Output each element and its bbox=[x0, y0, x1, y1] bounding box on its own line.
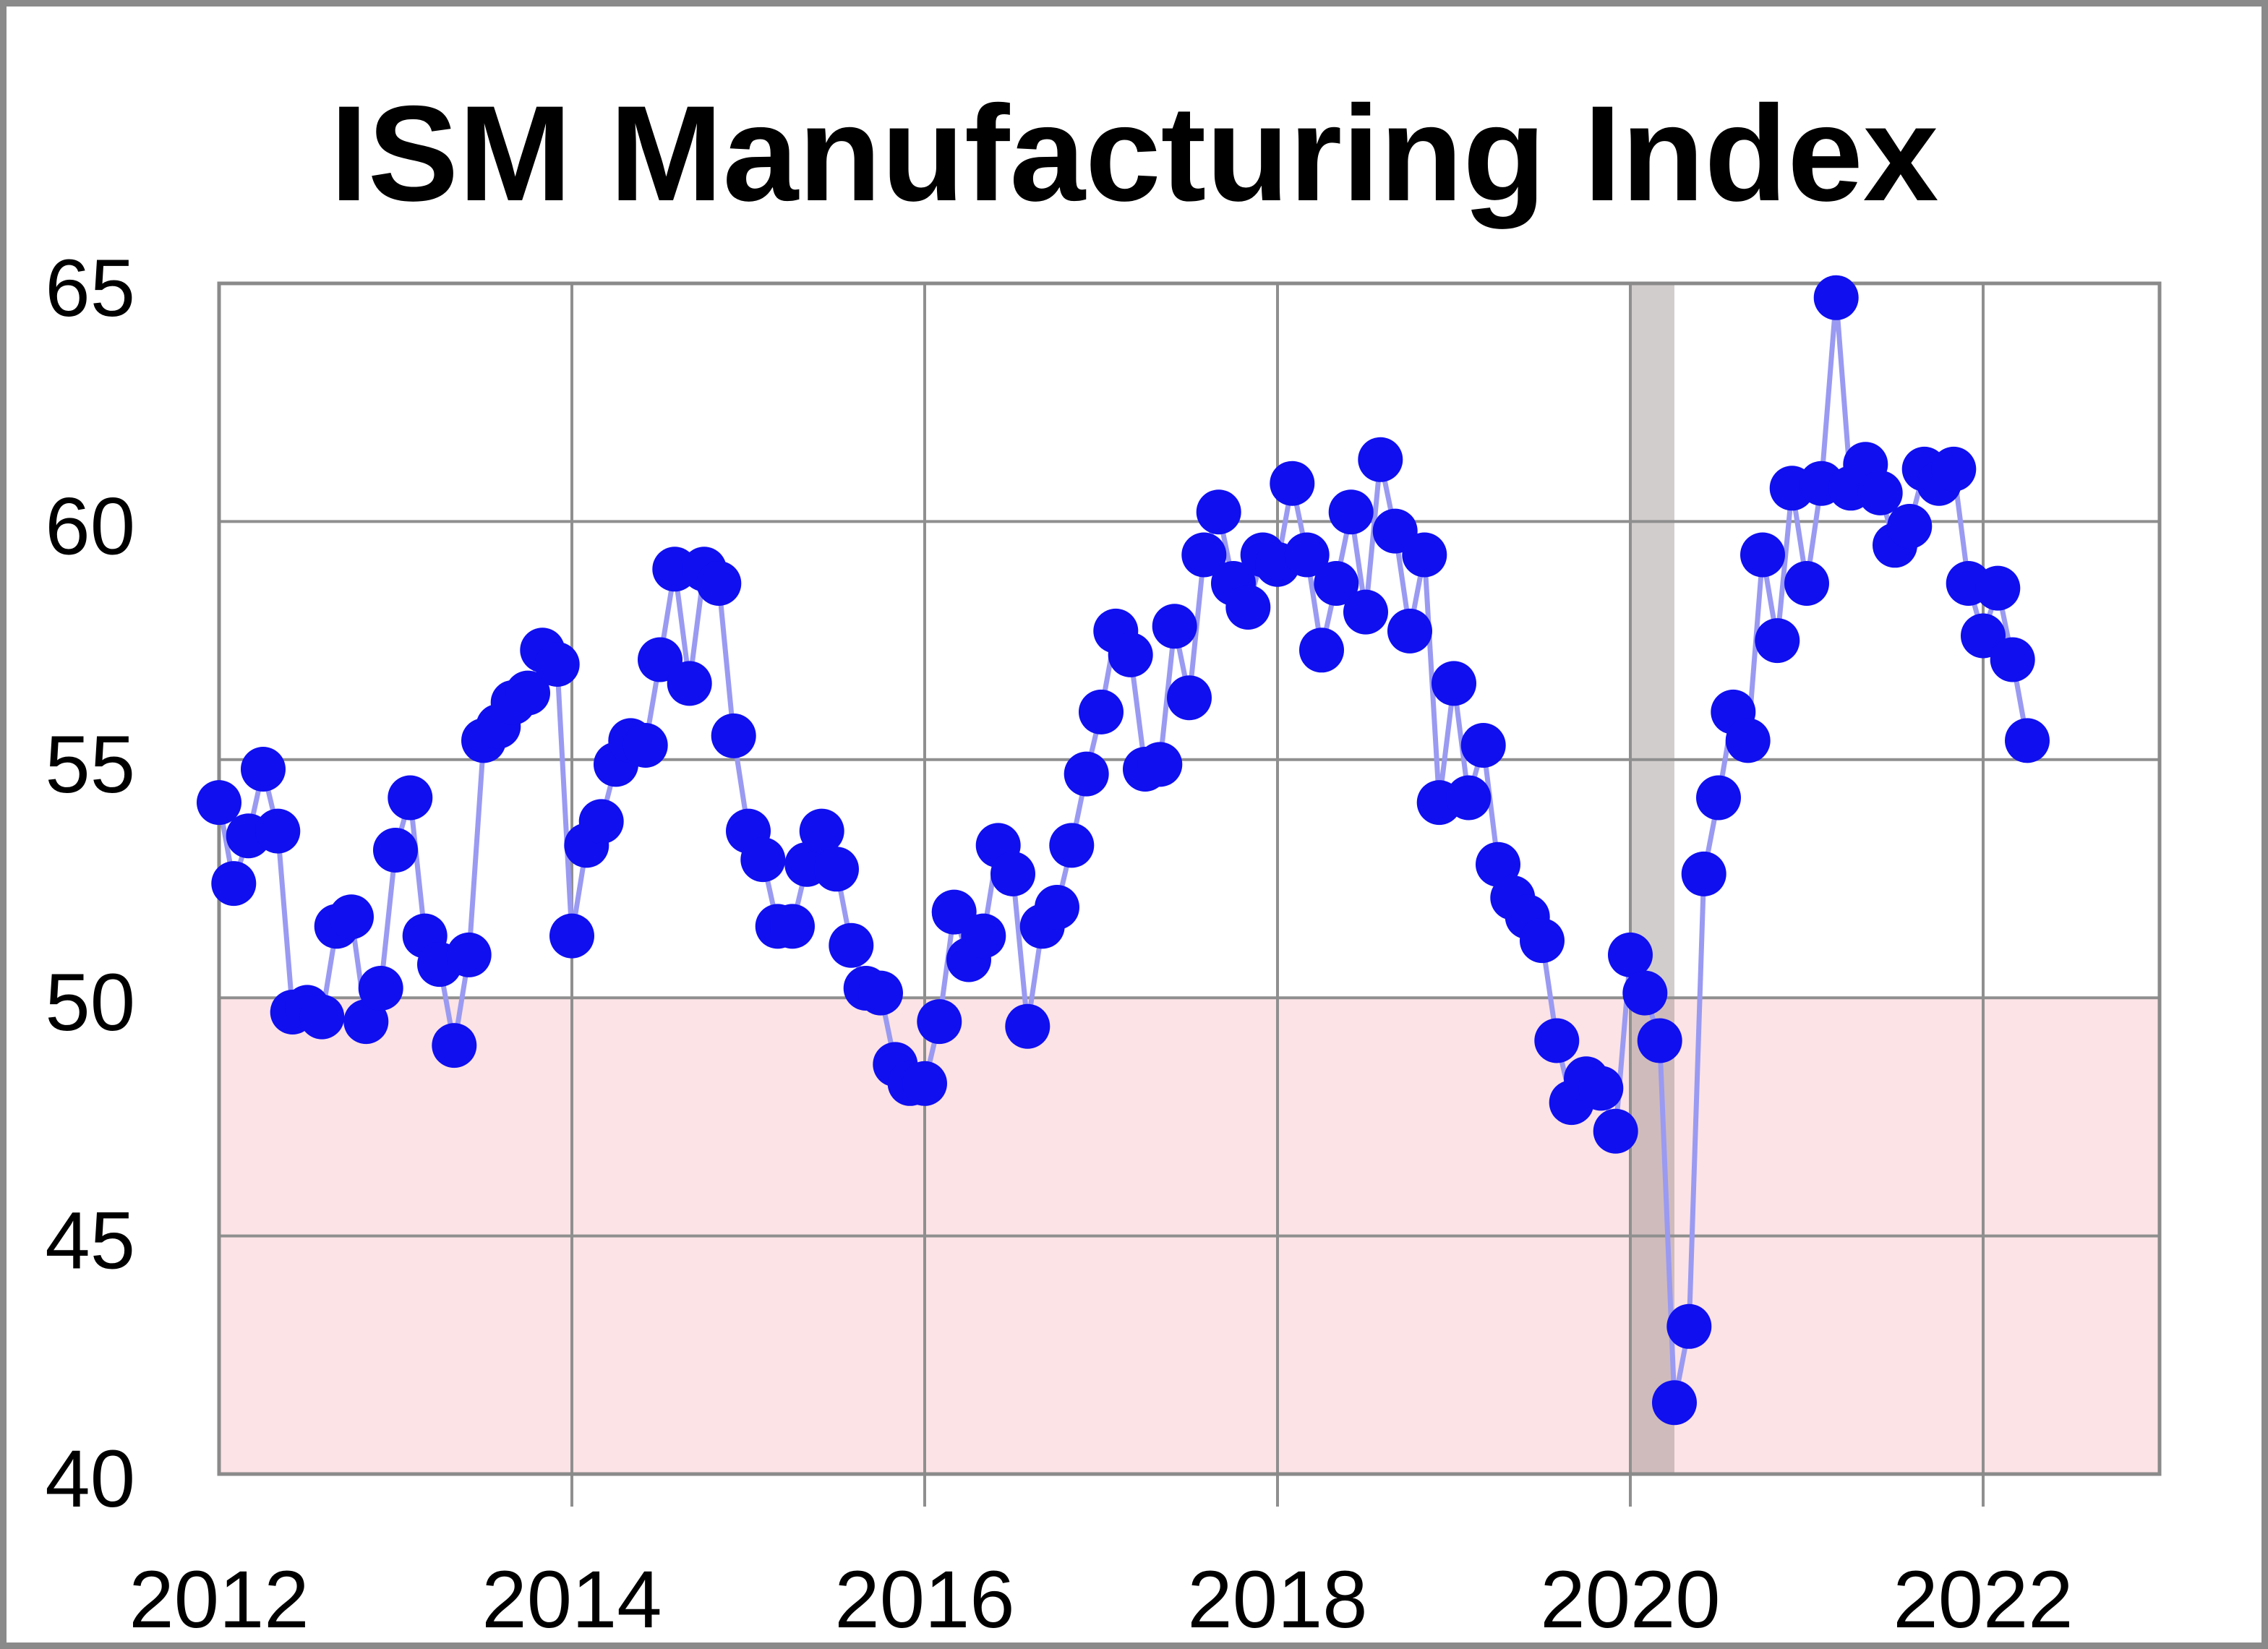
data-point bbox=[1476, 841, 1520, 887]
data-point bbox=[1578, 1066, 1624, 1111]
data-point bbox=[1857, 470, 1903, 515]
data-point bbox=[505, 670, 550, 716]
data-point bbox=[1593, 1108, 1638, 1154]
y-tick-label: 60 bbox=[45, 481, 135, 571]
data-point bbox=[1931, 446, 1977, 492]
data-point bbox=[1137, 742, 1183, 787]
data-point bbox=[1167, 675, 1212, 721]
plot-area: 65 60 55 50 45 40 2012 2014 2016 2018 2020 2022 bbox=[45, 243, 2162, 1642]
data-point bbox=[1975, 565, 2021, 611]
data-point bbox=[1284, 532, 1330, 578]
data-point bbox=[1813, 275, 1859, 320]
data-point bbox=[1990, 637, 2035, 682]
y-tick-label: 50 bbox=[45, 957, 135, 1048]
y-tick-label: 55 bbox=[45, 719, 135, 810]
data-point bbox=[1755, 618, 1800, 664]
data-point bbox=[1196, 489, 1241, 535]
data-point bbox=[696, 561, 742, 606]
data-point bbox=[990, 851, 1035, 896]
data-point bbox=[329, 894, 374, 940]
x-tick-label: 2014 bbox=[482, 1554, 662, 1642]
data-point bbox=[814, 847, 859, 892]
data-point bbox=[1299, 628, 1344, 673]
data-point bbox=[1725, 718, 1771, 763]
data-point bbox=[255, 808, 301, 854]
data-point bbox=[799, 808, 844, 854]
data-point bbox=[1035, 885, 1079, 930]
data-point bbox=[1887, 504, 1933, 549]
data-point bbox=[1681, 851, 1726, 896]
data-point bbox=[711, 713, 756, 758]
data-point bbox=[549, 913, 594, 959]
data-point bbox=[1343, 589, 1388, 635]
data-point bbox=[358, 966, 403, 1011]
chart-title: ISM Manufacturing Index bbox=[330, 77, 1939, 229]
ism-manufacturing-chart: ISM Manufacturing Index 65 60 55 50 45 40 2012… bbox=[45, 77, 2162, 1642]
data-point bbox=[1079, 689, 1124, 734]
data-point bbox=[1696, 775, 1741, 821]
data-point bbox=[917, 999, 962, 1045]
data-point bbox=[1402, 532, 1447, 578]
data-point bbox=[299, 994, 345, 1040]
data-point bbox=[1005, 1003, 1050, 1049]
data-point bbox=[446, 932, 492, 977]
data-point bbox=[1784, 561, 1829, 606]
data-point bbox=[241, 747, 286, 792]
data-point bbox=[1608, 932, 1653, 977]
data-point bbox=[1225, 585, 1271, 630]
data-point bbox=[1328, 489, 1374, 535]
data-point bbox=[1387, 608, 1432, 654]
x-tick-label: 2018 bbox=[1187, 1554, 1367, 1642]
data-point bbox=[740, 837, 786, 883]
data-point bbox=[197, 780, 241, 826]
x-tick-label: 2022 bbox=[1893, 1554, 2073, 1642]
data-point bbox=[902, 1061, 947, 1106]
x-tick-label: 2020 bbox=[1540, 1554, 1720, 1642]
data-point bbox=[534, 642, 580, 687]
data-point bbox=[667, 661, 712, 706]
y-tick-label: 65 bbox=[45, 243, 135, 333]
data-point bbox=[1358, 437, 1403, 482]
data-point bbox=[1108, 632, 1153, 677]
data-point bbox=[373, 828, 418, 873]
data-point bbox=[1622, 970, 1668, 1016]
data-point bbox=[578, 799, 624, 844]
data-point bbox=[1152, 604, 1197, 649]
data-point bbox=[829, 922, 874, 968]
data-point bbox=[1652, 1380, 1697, 1426]
data-point bbox=[1460, 723, 1506, 768]
data-point bbox=[622, 723, 668, 768]
data-point bbox=[1446, 775, 1492, 821]
data-point bbox=[2005, 718, 2050, 763]
data-point bbox=[1520, 918, 1565, 964]
data-point bbox=[1064, 751, 1109, 797]
x-tick-label: 2012 bbox=[129, 1554, 309, 1642]
y-tick-label: 40 bbox=[45, 1434, 135, 1524]
data-point bbox=[1270, 461, 1315, 506]
data-point bbox=[1637, 1018, 1682, 1063]
data-point bbox=[432, 1023, 477, 1068]
data-point bbox=[211, 861, 257, 907]
data-point bbox=[1432, 661, 1476, 706]
data-point bbox=[961, 913, 1006, 959]
x-tick-label: 2016 bbox=[834, 1554, 1014, 1642]
data-point bbox=[1666, 1303, 1712, 1349]
y-tick-label: 45 bbox=[45, 1196, 135, 1286]
data-point bbox=[1181, 532, 1227, 578]
data-point bbox=[1534, 1018, 1580, 1063]
data-point bbox=[1314, 561, 1359, 606]
data-point bbox=[1049, 823, 1095, 868]
data-point bbox=[858, 970, 903, 1016]
data-point bbox=[388, 775, 433, 821]
data-point bbox=[1740, 532, 1785, 578]
data-point bbox=[770, 904, 815, 949]
